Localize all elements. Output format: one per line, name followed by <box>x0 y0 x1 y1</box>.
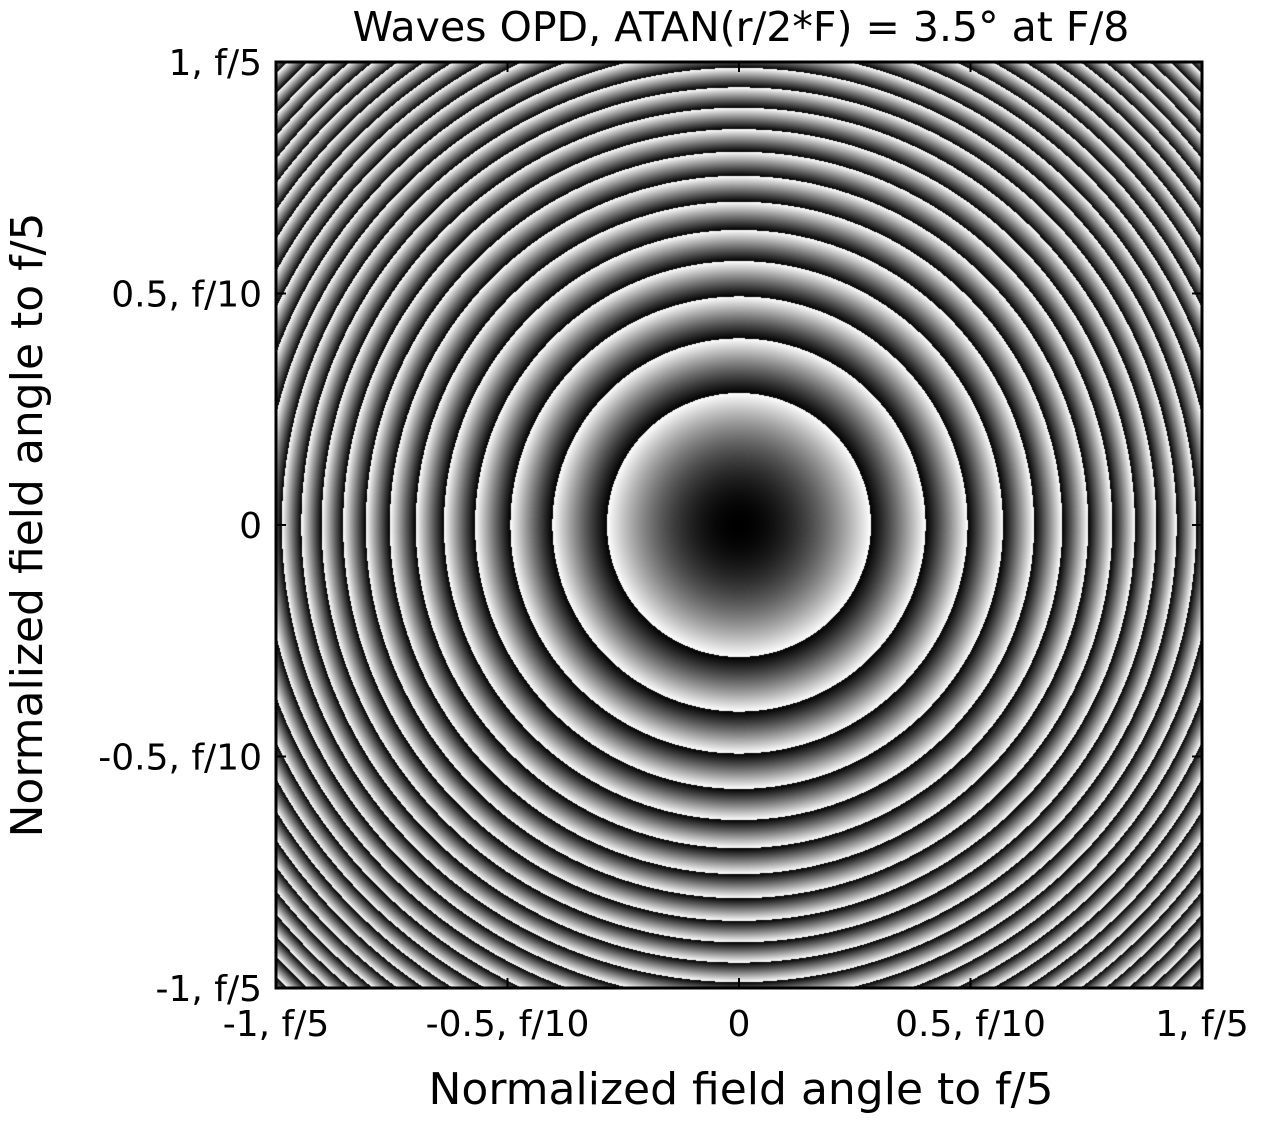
x-tick-label: 0.5, f/10 <box>895 1004 1046 1045</box>
y-tick-label: -0.5, f/10 <box>98 738 262 779</box>
y-tick-label: -1, f/5 <box>156 969 263 1010</box>
x-tick-label: -0.5, f/10 <box>426 1004 590 1045</box>
y-tick-label: 1, f/5 <box>169 43 263 84</box>
x-tick-label: 1, f/5 <box>1155 1004 1249 1045</box>
x-axis-label: Normalized field angle to f/5 <box>429 1064 1054 1115</box>
chart-title: Waves OPD, ATAN(r/2*F) = 3.5° at F/8 <box>353 3 1130 51</box>
y-axis-label: Normalized field angle to f/5 <box>2 213 53 838</box>
y-tick-label: 0.5, f/10 <box>111 275 262 316</box>
plot-area <box>276 62 1202 988</box>
x-tick-label: 0 <box>728 1004 751 1045</box>
x-tick-label: -1, f/5 <box>223 1004 330 1045</box>
y-tick-label: 0 <box>239 506 262 547</box>
y-axis-ticks: 1, f/5 0.5, f/10 0 -0.5, f/10 -1, f/5 <box>98 43 1202 1010</box>
x-axis-ticks: -1, f/5 -0.5, f/10 0 0.5, f/10 1, f/5 <box>223 62 1249 1045</box>
fringe-heatmap <box>276 62 1202 988</box>
